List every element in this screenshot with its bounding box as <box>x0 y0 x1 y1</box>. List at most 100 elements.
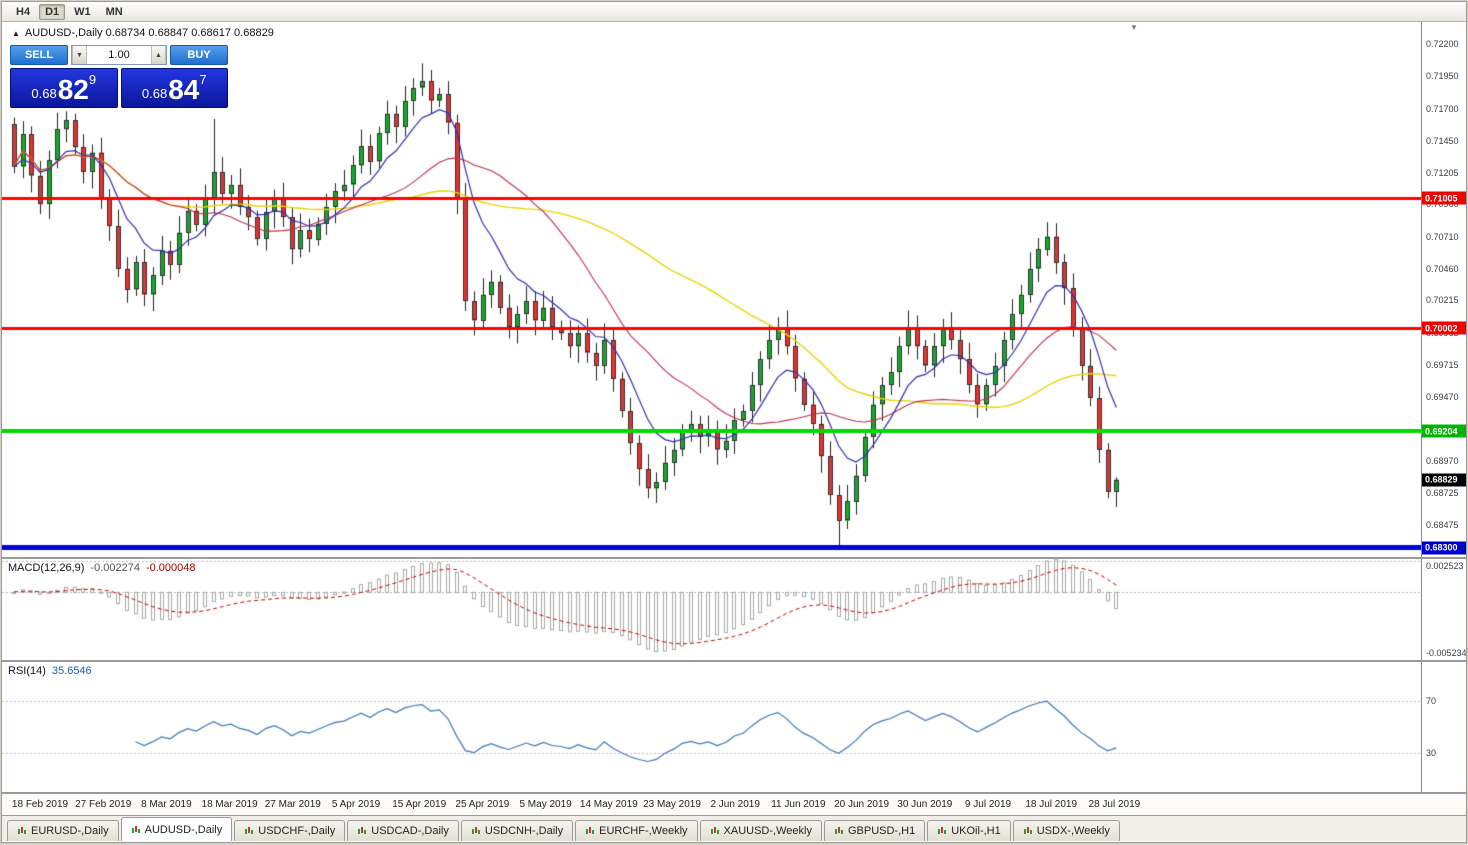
price-tag: 0.70002 <box>1422 321 1466 335</box>
tab-chart-icon <box>131 825 140 833</box>
rsi-indicator-panel: RSI(14) 35.6546 70 30 <box>2 660 1466 792</box>
rsi-axis[interactable]: 70 30 <box>1421 662 1466 792</box>
price-tick: 0.69715 <box>1426 360 1459 371</box>
timeframe-toolbar: H4 D1 W1 MN <box>2 2 1466 22</box>
tab-chart-icon <box>834 827 843 834</box>
time-axis-label: 30 Jun 2019 <box>897 799 953 810</box>
time-axis-label: 18 Mar 2019 <box>201 799 258 810</box>
macd-name: MACD(12,26,9) <box>8 562 85 574</box>
macd-plot: MACD(12,26,9) -0.002274 -0.000048 <box>2 559 1423 660</box>
buy-button[interactable]: BUY <box>170 45 228 65</box>
sell-button[interactable]: SELL <box>10 45 68 65</box>
volume-value[interactable]: 1.00 <box>108 49 130 61</box>
tab-ukoil-h1[interactable]: UKOil-,H1 <box>927 820 1011 841</box>
rsi-canvas[interactable] <box>2 662 1423 792</box>
buy-price-button[interactable]: 0.68 84 7 <box>120 68 228 108</box>
time-axis[interactable]: 18 Feb 2019 27 Feb 2019 8 Mar 2019 18 Mar 2… <box>2 792 1466 815</box>
rsi-label: RSI(14) 35.6546 <box>8 665 92 677</box>
price-tag: 0.68829 <box>1422 473 1466 487</box>
tab-chart-icon <box>1023 827 1032 834</box>
rsi-name: RSI(14) <box>8 665 46 677</box>
volume-increase-button[interactable]: ▲ <box>151 46 166 64</box>
tab-gbpusd-h1[interactable]: GBPUSD-,H1 <box>823 820 926 841</box>
price-chart-canvas[interactable] <box>2 22 1423 557</box>
buy-price-prefix: 0.68 <box>141 86 168 101</box>
chart-tabs-bar: EURUSD-,Daily AUDUSD-,Daily USDCHF-,Daily U… <box>2 815 1466 841</box>
time-axis-label: 25 Apr 2019 <box>455 799 510 810</box>
timeframe-button-w1[interactable]: W1 <box>74 5 91 18</box>
price-tick: 0.70460 <box>1426 263 1459 274</box>
tab-eurusd-daily[interactable]: EURUSD-,Daily <box>7 820 119 841</box>
price-tick: 0.71205 <box>1426 167 1459 178</box>
tab-chart-icon <box>18 827 26 834</box>
tab-label: EURUSD-,Daily <box>31 825 109 837</box>
price-tick: 0.71950 <box>1426 71 1459 82</box>
macd-signal-value: -0.000048 <box>145 562 196 574</box>
sell-price-pip-digit: 9 <box>88 72 97 87</box>
price-tick: 0.70215 <box>1426 295 1459 306</box>
tab-usdchf-daily[interactable]: USDCHF-,Daily <box>234 820 346 841</box>
chart-title: ▲ AUDUSD-,Daily 0.68734 0.68847 0.68617 … <box>12 27 274 39</box>
tab-label: EURCHF-,Weekly <box>599 825 688 837</box>
price-tick: 0.69470 <box>1426 391 1459 402</box>
main-chart-plot: ▲ AUDUSD-,Daily 0.68734 0.68847 0.68617 … <box>2 22 1423 557</box>
time-axis-label: 8 Mar 2019 <box>141 799 192 810</box>
price-tag: 0.71005 <box>1422 191 1466 205</box>
time-axis-label: 15 Apr 2019 <box>392 799 447 810</box>
tab-usdcad-daily[interactable]: USDCAD-,Daily <box>347 820 459 841</box>
volume-control: ▼ 1.00 ▲ <box>71 45 167 65</box>
tab-usdx-weekly[interactable]: USDX-,Weekly <box>1012 820 1120 841</box>
time-axis-label: 18 Jul 2019 <box>1025 799 1078 810</box>
price-tick: 0.72200 <box>1426 38 1459 49</box>
tab-label: GBPUSD-,H1 <box>847 825 916 837</box>
macd-axis-label: -0.005234 <box>1426 648 1467 658</box>
chart-shift-marker-icon[interactable]: ▼ <box>1130 23 1138 32</box>
sell-price-big-digits: 82 <box>57 74 89 106</box>
tab-label: UKOil-,H1 <box>951 825 1001 837</box>
timeframe-button-mn[interactable]: MN <box>105 5 123 18</box>
tab-label: XAUUSD-,Weekly <box>723 825 812 837</box>
price-tick: 0.70710 <box>1426 231 1459 242</box>
tab-chart-icon <box>358 827 367 834</box>
tab-eurchf-weekly[interactable]: EURCHF-,Weekly <box>575 820 698 841</box>
time-axis-label: 27 Feb 2019 <box>75 799 132 810</box>
rsi-plot: RSI(14) 35.6546 <box>2 662 1423 792</box>
price-tick: 0.68725 <box>1426 488 1459 499</box>
rsi-level-label: 30 <box>1426 748 1437 758</box>
time-axis-label: 20 Jun 2019 <box>834 799 890 810</box>
time-axis-label: 28 Jul 2019 <box>1088 799 1141 810</box>
time-axis-label: 23 May 2019 <box>643 799 701 810</box>
tab-label: USDCHF-,Daily <box>258 825 336 837</box>
time-axis-label: 5 Apr 2019 <box>331 799 381 810</box>
macd-canvas[interactable] <box>2 559 1423 660</box>
price-tick: 0.71450 <box>1426 135 1459 146</box>
one-click-trading-panel: SELL ▼ 1.00 ▲ BUY 0.68 82 9 0.68 <box>10 45 228 108</box>
tab-audusd-daily[interactable]: AUDUSD-,Daily <box>120 817 233 841</box>
main-chart-panel: ▲ AUDUSD-,Daily 0.68734 0.68847 0.68617 … <box>2 22 1466 557</box>
tab-usdcnh-daily[interactable]: USDCNH-,Daily <box>460 820 574 841</box>
tab-chart-icon <box>938 827 947 834</box>
symbol-marker-icon: ▲ <box>12 28 20 38</box>
sell-price-button[interactable]: 0.68 82 9 <box>10 68 118 108</box>
sell-price-prefix: 0.68 <box>31 86 57 101</box>
tab-chart-icon <box>586 827 595 834</box>
buy-price-big-digits: 84 <box>168 74 200 106</box>
time-axis-label: 27 Mar 2019 <box>264 799 321 810</box>
macd-axis[interactable]: 0.002523 -0.005234 <box>1421 559 1466 660</box>
tab-xauusd-weekly[interactable]: XAUUSD-,Weekly <box>699 820 822 841</box>
tab-chart-icon <box>710 827 719 834</box>
macd-main-value: -0.002274 <box>90 562 140 574</box>
macd-indicator-panel: MACD(12,26,9) -0.002274 -0.000048 0.0025… <box>2 557 1466 660</box>
time-axis-label: 5 May 2019 <box>519 799 572 810</box>
tab-chart-icon <box>471 827 480 834</box>
price-tick: 0.71700 <box>1426 103 1459 114</box>
timeframe-button-h4[interactable]: H4 <box>16 5 31 18</box>
price-axis[interactable]: 0.722000.719500.717000.714500.712050.709… <box>1421 22 1466 557</box>
price-tick: 0.68970 <box>1426 456 1459 467</box>
timeframe-button-d1[interactable]: D1 <box>39 3 66 20</box>
volume-decrease-button[interactable]: ▼ <box>72 46 87 64</box>
tab-label: AUDUSD-,Daily <box>144 823 223 836</box>
rsi-level-label: 70 <box>1426 696 1437 706</box>
tab-label: USDCNH-,Daily <box>484 825 564 837</box>
